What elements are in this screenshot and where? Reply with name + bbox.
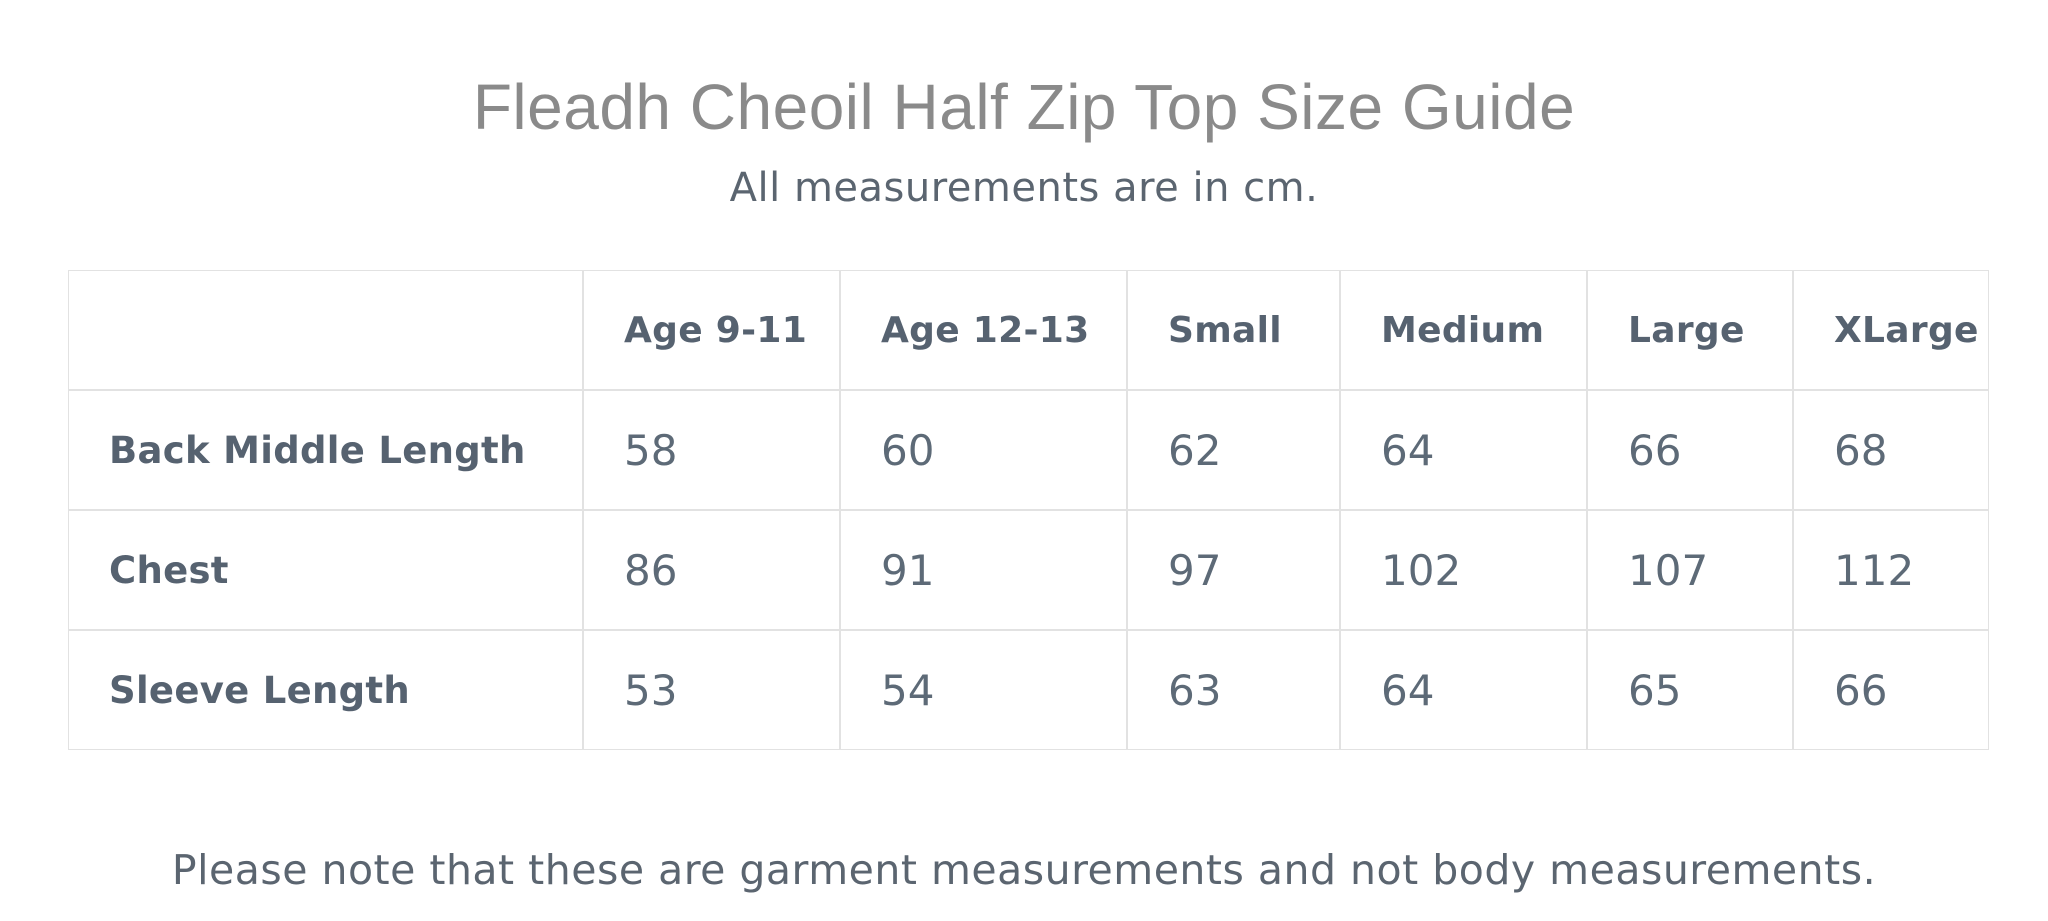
measurement-value: 58: [583, 390, 840, 510]
measurement-value: 64: [1340, 390, 1587, 510]
measurement-value: 65: [1587, 630, 1793, 750]
row-label: Back Middle Length: [68, 390, 583, 510]
measurement-value: 62: [1127, 390, 1340, 510]
measurement-value: 112: [1793, 510, 1989, 630]
size-guide-page: Fleadh Cheoil Half Zip Top Size Guide Al…: [68, 71, 1989, 894]
row-label: Sleeve Length: [68, 630, 583, 750]
measurement-value: 54: [840, 630, 1127, 750]
column-header-small: Small: [1127, 270, 1340, 390]
measurement-row-back-middle-length: Back Middle Length 58 60 62 64 66 68: [68, 390, 1989, 510]
column-header-age-12-13: Age 12-13: [840, 270, 1127, 390]
measurement-value: 63: [1127, 630, 1340, 750]
column-header-large: Large: [1587, 270, 1793, 390]
measurement-value: 64: [1340, 630, 1587, 750]
column-header-xlarge: XLarge: [1793, 270, 1989, 390]
measurement-value: 66: [1793, 630, 1989, 750]
page-title: Fleadh Cheoil Half Zip Top Size Guide: [472, 71, 1576, 143]
size-guide-table: Age 9-11 Age 12-13 Small Medium Large XL…: [68, 270, 1989, 750]
column-header-medium: Medium: [1340, 270, 1587, 390]
measurement-value: 66: [1587, 390, 1793, 510]
measurement-value: 86: [583, 510, 840, 630]
measurement-row-sleeve-length: Sleeve Length 53 54 63 64 65 66: [68, 630, 1989, 750]
table-corner-cell: [68, 270, 583, 390]
measurement-value: 68: [1793, 390, 1989, 510]
measurement-value: 53: [583, 630, 840, 750]
header-row: Age 9-11 Age 12-13 Small Medium Large XL…: [68, 270, 1989, 390]
measurement-value: 107: [1587, 510, 1793, 630]
measurement-value: 91: [840, 510, 1127, 630]
page-subtitle: All measurements are in cm.: [729, 165, 1319, 211]
measurement-value: 97: [1127, 510, 1340, 630]
row-label: Chest: [68, 510, 583, 630]
column-header-age-9-11: Age 9-11: [583, 270, 840, 390]
measurement-value: 60: [840, 390, 1127, 510]
measurement-row-chest: Chest 86 91 97 102 107 112: [68, 510, 1989, 630]
footnote: Please note that these are garment measu…: [171, 846, 1877, 894]
measurement-value: 102: [1340, 510, 1587, 630]
